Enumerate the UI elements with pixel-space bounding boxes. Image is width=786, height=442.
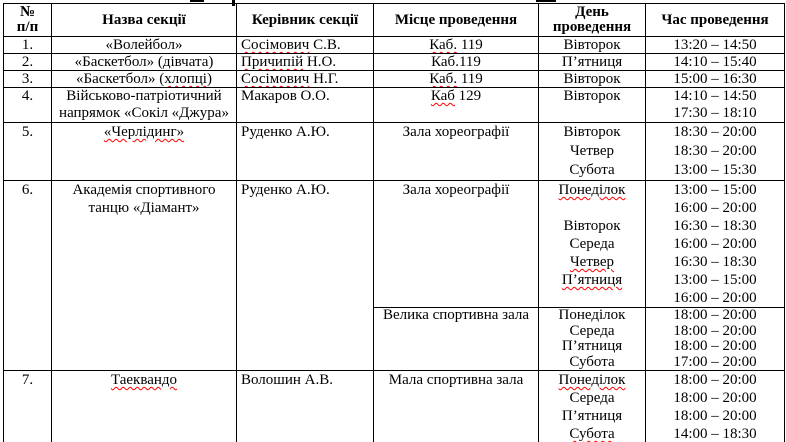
cell-section-name: «Баскетбол» (дівчата)	[51, 53, 237, 71]
header-section-name: Назва секції	[51, 3, 237, 37]
misspelled-word: П’ятниця	[561, 272, 623, 288]
clipped-text-fragment	[190, 0, 204, 2]
schedule-table: № п/п Назва секції Керівник секції Місце…	[3, 3, 785, 442]
misspelled-word: хлопці	[164, 71, 207, 87]
table-row: Велика спортивна зала Понеділок Середа П…	[4, 307, 785, 371]
header-day-line2: проведення	[552, 19, 632, 35]
cell-place: Зала хореографії	[373, 122, 539, 181]
cell-num: 5.	[3, 122, 52, 181]
cell-time: 15:00 – 16:30	[645, 70, 785, 88]
cell-place: Каб. 119	[373, 70, 539, 88]
header-leader: Керівник секції	[236, 3, 374, 37]
misspelled-word: Каб.	[429, 71, 458, 87]
header-day-line1: День	[575, 4, 609, 20]
cell-leader: Сосімович Н.Г.	[236, 70, 374, 88]
cell-num: 1.	[3, 36, 52, 54]
cell-section-name: «Черлідинг»	[51, 122, 237, 181]
header-num-line2: п/п	[16, 19, 39, 35]
cell-place: Каб.119	[373, 53, 539, 71]
cell-leader: Руденко А.Ю.	[236, 122, 374, 181]
header-num-line1: №	[19, 4, 36, 20]
cell-leader: Макаров О.О.	[236, 87, 374, 123]
cell-day: П’ятниця	[538, 53, 646, 71]
cell-day: Вівторок	[538, 87, 646, 123]
cell-day: Вівторок	[538, 70, 646, 88]
cell-place: Мала спортивна зала	[373, 370, 539, 442]
cell-place: Каб 129	[373, 87, 539, 123]
cell-time: 14:10 – 15:40	[645, 53, 785, 71]
cell-section-name: Таеквандо	[51, 370, 237, 442]
misspelled-word: Субота	[569, 426, 615, 442]
cell-num: 3.	[3, 70, 52, 88]
cell-time: 13:20 – 14:50	[645, 36, 785, 54]
cell-time: 13:00 – 15:00 16:00 – 20:00 16:30 – 18:3…	[645, 180, 785, 308]
misspelled-word: Понеділок	[558, 182, 626, 198]
cell-time: 18:00 – 20:00 18:00 – 20:00 18:00 – 20:0…	[645, 307, 785, 371]
header-time: Час проведення	[645, 3, 785, 37]
cell-day: Вівторок	[538, 36, 646, 54]
cell-place: Каб. 119	[373, 36, 539, 54]
table-row: 6. Академія спортивного танцю «Діамант» …	[3, 180, 785, 371]
cell-leader: Сосімович С.В.	[236, 36, 374, 54]
clipped-text-fragment	[536, 0, 556, 2]
misspelled-word: Понеділок	[558, 372, 626, 388]
cell-num: 6.	[3, 180, 52, 371]
cell-time: 14:10 – 14:50 17:30 – 18:10	[645, 87, 785, 123]
cell-leader: Волошин А.В.	[236, 370, 374, 442]
cell-time: 18:00 – 20:00 18:00 – 20:00 18:00 – 20:0…	[645, 370, 785, 442]
misspelled-word: Сосімович	[241, 71, 310, 87]
cell-place: Зала хореографії	[373, 180, 539, 308]
cell-section-name: «Волейбол»	[51, 36, 237, 54]
misspelled-word: Каб	[430, 88, 455, 105]
header-place: Місце проведення	[373, 3, 539, 37]
cell-day: Вівторок Четвер Субота	[538, 122, 646, 181]
table-row: 2. «Баскетбол» (дівчата) Причипій Н.О. К…	[3, 53, 785, 71]
cell-day: Понеділок Вівторок Середа Четвер П’ятниц…	[538, 180, 646, 308]
cell-section-name: «Баскетбол» (хлопці)	[51, 70, 237, 88]
cell-leader: Руденко А.Ю.	[236, 180, 374, 371]
cell-num: 7.	[3, 370, 52, 442]
header-num: № п/п	[3, 3, 52, 37]
misspelled-word: «Черлідинг»	[103, 124, 185, 140]
header-day: День проведення	[538, 3, 646, 37]
cell-leader: Причипій Н.О.	[236, 53, 374, 71]
table-row: 3. «Баскетбол» (хлопці) Сосімович Н.Г. К…	[3, 70, 785, 88]
table-row: 1. «Волейбол» Сосімович С.В. Каб. 119 Ві…	[3, 36, 785, 54]
cell-time: 18:30 – 20:00 18:30 – 20:00 13:00 – 15:3…	[645, 122, 785, 181]
misspelled-word: Сосімович	[241, 37, 310, 53]
cell-day: Понеділок Середа П’ятниця Субота	[538, 307, 646, 371]
misspelled-word: Четвер	[569, 254, 615, 270]
cell-num: 2.	[3, 53, 52, 71]
cell-place: Велика спортивна зала	[373, 307, 539, 371]
table-row: 7. Таеквандо Волошин А.В. Мала спортивна…	[3, 370, 785, 442]
table-row: 4. Військово-патріотичний напрямок «Сокі…	[3, 87, 785, 123]
misspelled-word: Каб.	[429, 37, 458, 53]
cell-day: Понеділок Середа П’ятниця Субота	[538, 370, 646, 442]
misspelled-word: Причипій	[241, 54, 304, 70]
header-row: № п/п Назва секції Керівник секції Місце…	[3, 3, 785, 37]
misspelled-word: Таеквандо	[110, 372, 178, 388]
cell-section-name: Військово-патріотичний напрямок «Сокіл «…	[51, 87, 237, 123]
cell-section-name: Академія спортивного танцю «Діамант»	[51, 180, 237, 371]
cell-num: 4.	[3, 87, 52, 123]
table-row: 5. «Черлідинг» Руденко А.Ю. Зала хореогр…	[3, 122, 785, 181]
